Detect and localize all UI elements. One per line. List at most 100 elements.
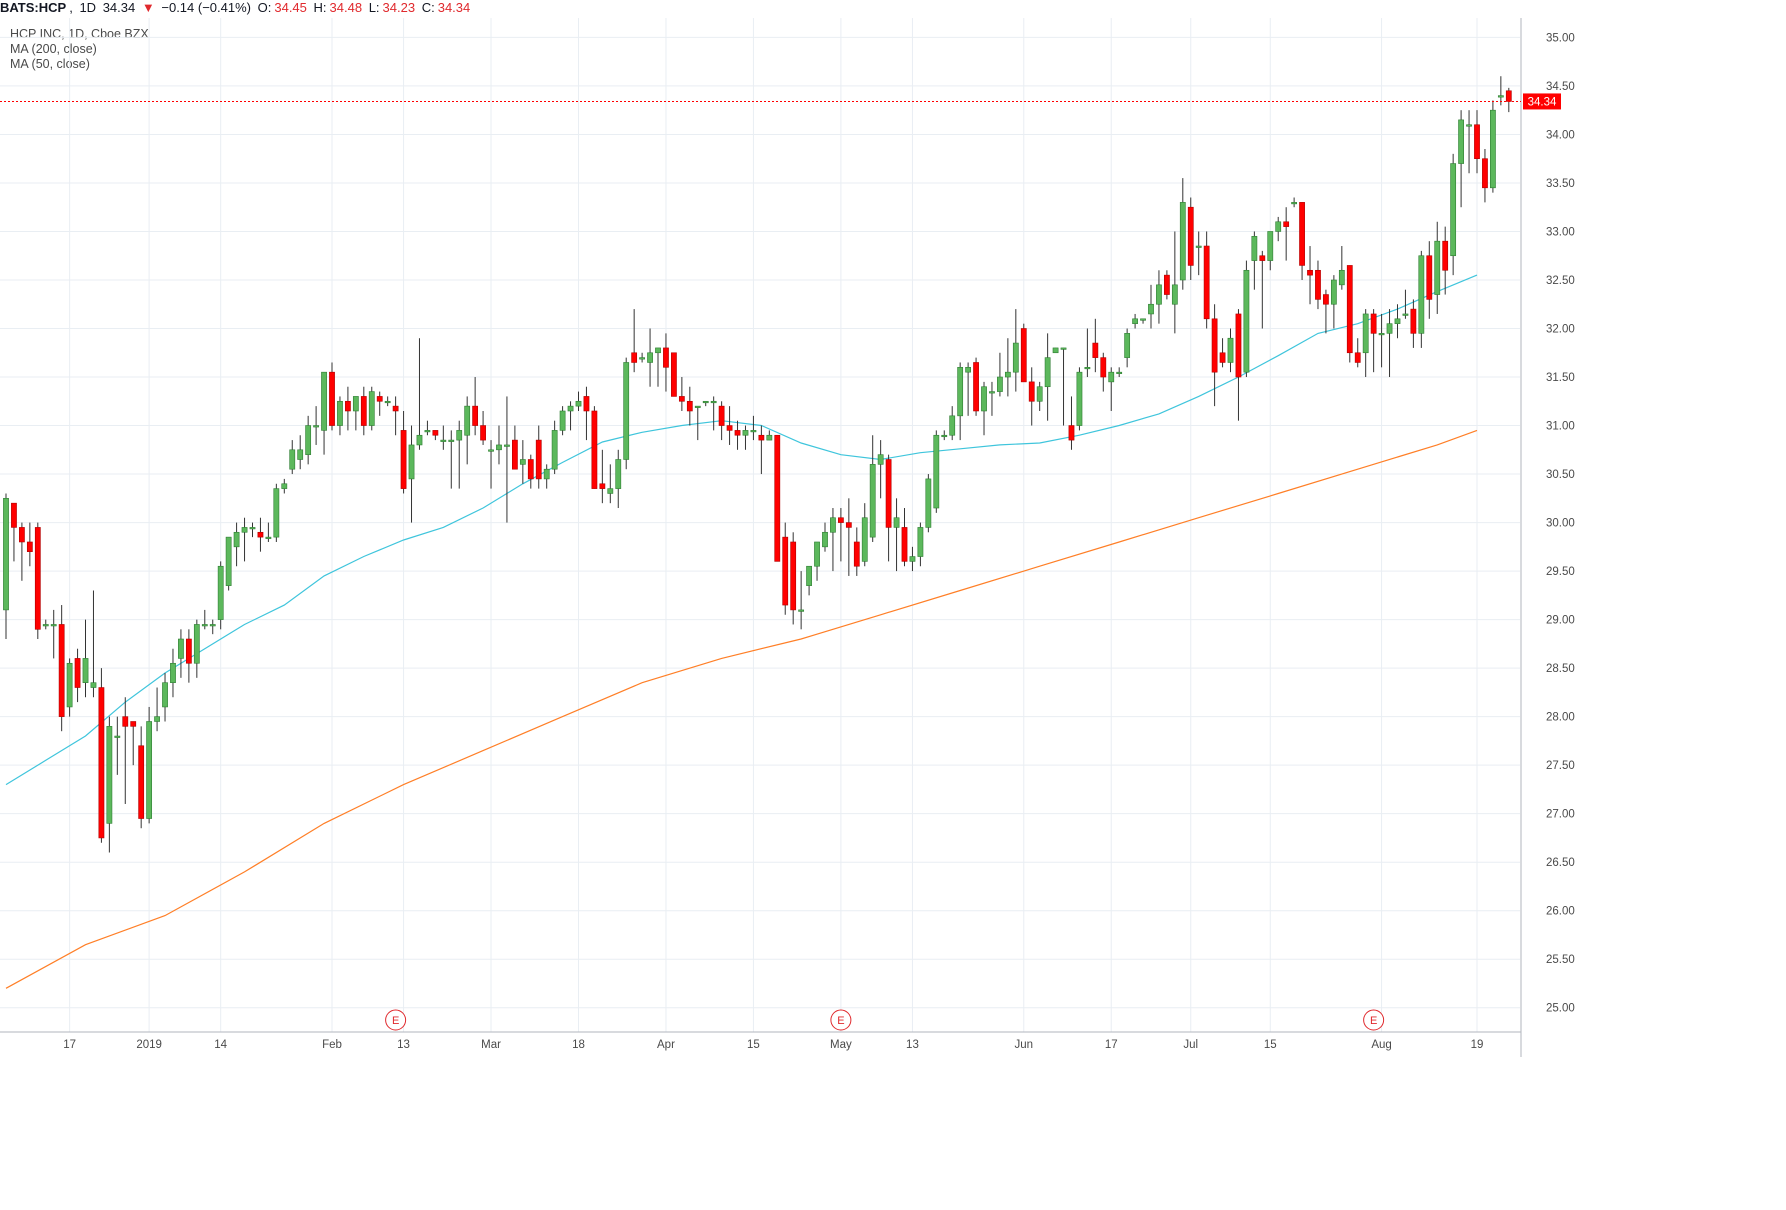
- candle-body: [1283, 221, 1290, 227]
- x-tick-label: 2019: [136, 1039, 162, 1051]
- candle-body: [1323, 294, 1329, 305]
- y-tick-label: 30.00: [1546, 518, 1575, 530]
- candle-body: [488, 449, 494, 452]
- candle-body: [1378, 333, 1385, 336]
- candle-body: [790, 541, 797, 611]
- candle-body: [877, 454, 884, 465]
- candle-body: [496, 444, 502, 451]
- candle-body: [750, 430, 757, 433]
- ma50-line: [5, 274, 1478, 786]
- candle-body: [1052, 347, 1059, 354]
- candle-body: [655, 347, 661, 354]
- symbol-name[interactable]: BATS:HCP: [0, 0, 67, 15]
- candle-body: [885, 459, 892, 528]
- candle-body: [1505, 90, 1512, 102]
- candle-body: [901, 527, 908, 562]
- candle-body: [607, 488, 614, 494]
- candle-body: [933, 434, 940, 509]
- price-chart[interactable]: 25.00 25.50 26.00 26.50 27.00 27.50 28.00 28.50…: [0, 18, 1786, 1210]
- candle-body: [170, 662, 176, 683]
- candle-body: [3, 498, 9, 611]
- x-tick-label: 14: [214, 1039, 227, 1051]
- candle-body: [122, 716, 129, 727]
- candle-body: [337, 400, 343, 426]
- candle-body: [535, 439, 542, 480]
- candle-body: [1060, 347, 1067, 350]
- y-tick-label: 29.00: [1546, 615, 1575, 627]
- candle-body: [1450, 163, 1457, 257]
- interval[interactable]: 1D: [79, 0, 97, 15]
- candle-body: [329, 371, 335, 426]
- candle-body: [416, 434, 423, 446]
- candle-body: [376, 396, 383, 402]
- candle-body: [19, 527, 25, 543]
- candle-body: [551, 430, 558, 470]
- x-tick-label: Jul: [1183, 1039, 1198, 1051]
- candle-body: [1267, 231, 1274, 261]
- candle-body: [973, 362, 979, 412]
- candle-body: [1307, 269, 1313, 276]
- candle-body: [1338, 269, 1345, 286]
- candle-body: [225, 536, 232, 586]
- low-value: 34.23: [382, 0, 416, 15]
- earnings-marker-label: E: [837, 1015, 844, 1027]
- candle-body: [591, 410, 598, 489]
- earnings-marker[interactable]: [385, 1009, 407, 1031]
- candle-body: [981, 386, 987, 412]
- candle-body: [1179, 202, 1186, 281]
- candle-body: [822, 531, 828, 548]
- y-tick-label: 28.50: [1546, 663, 1575, 675]
- candle-body: [138, 745, 145, 819]
- earnings-marker[interactable]: [830, 1009, 852, 1031]
- candle-body: [1148, 303, 1154, 315]
- candle-body: [853, 541, 860, 567]
- candle-body: [1458, 119, 1464, 164]
- candle-body: [726, 425, 733, 431]
- candle-body: [734, 430, 741, 436]
- candle-body: [1211, 318, 1218, 373]
- high-value: 34.48: [329, 0, 363, 15]
- candle-body: [989, 391, 995, 394]
- candle-body: [814, 541, 820, 567]
- candle-body: [34, 527, 41, 630]
- y-tick-label: 33.00: [1546, 226, 1575, 238]
- candle-body: [1386, 323, 1393, 334]
- candle-body: [1156, 284, 1162, 305]
- candle-body: [1164, 274, 1170, 295]
- candle-body: [623, 362, 630, 460]
- candle-body: [289, 449, 296, 470]
- candle-body: [82, 658, 89, 683]
- candle-body: [742, 430, 749, 436]
- candle-body: [392, 405, 399, 412]
- candle-body: [1299, 202, 1305, 266]
- candle-body: [1171, 284, 1178, 305]
- candle-body: [798, 609, 805, 612]
- candle-body: [774, 434, 781, 562]
- candle-body: [1474, 124, 1480, 159]
- candle-body: [384, 400, 391, 404]
- candle-body: [1243, 269, 1250, 373]
- y-tick-label: 30.50: [1546, 469, 1575, 481]
- x-tick-label: Aug: [1371, 1039, 1391, 1051]
- candle-body: [241, 527, 248, 533]
- candle-body: [702, 400, 709, 404]
- candle-body: [1227, 337, 1234, 363]
- x-tick-label: Feb: [322, 1039, 342, 1051]
- candle-body: [1482, 158, 1488, 189]
- y-tick-label: 35.00: [1546, 32, 1575, 44]
- candle-body: [1140, 318, 1146, 321]
- candle-body: [909, 556, 916, 562]
- candle-body: [74, 658, 81, 688]
- candle-body: [1418, 255, 1425, 334]
- candle-body: [1100, 357, 1107, 378]
- candle-body: [806, 565, 812, 586]
- candle-body: [1235, 313, 1242, 378]
- x-tick-label: 15: [1264, 1039, 1277, 1051]
- earnings-marker[interactable]: [1363, 1009, 1385, 1031]
- y-tick-label: 31.00: [1546, 421, 1575, 433]
- legend-ma200[interactable]: MA (200, close): [10, 42, 97, 56]
- open-key: O:: [257, 0, 272, 15]
- candle-body: [440, 439, 447, 442]
- candle-body: [1028, 381, 1035, 402]
- y-tick-label: 27.50: [1546, 760, 1575, 772]
